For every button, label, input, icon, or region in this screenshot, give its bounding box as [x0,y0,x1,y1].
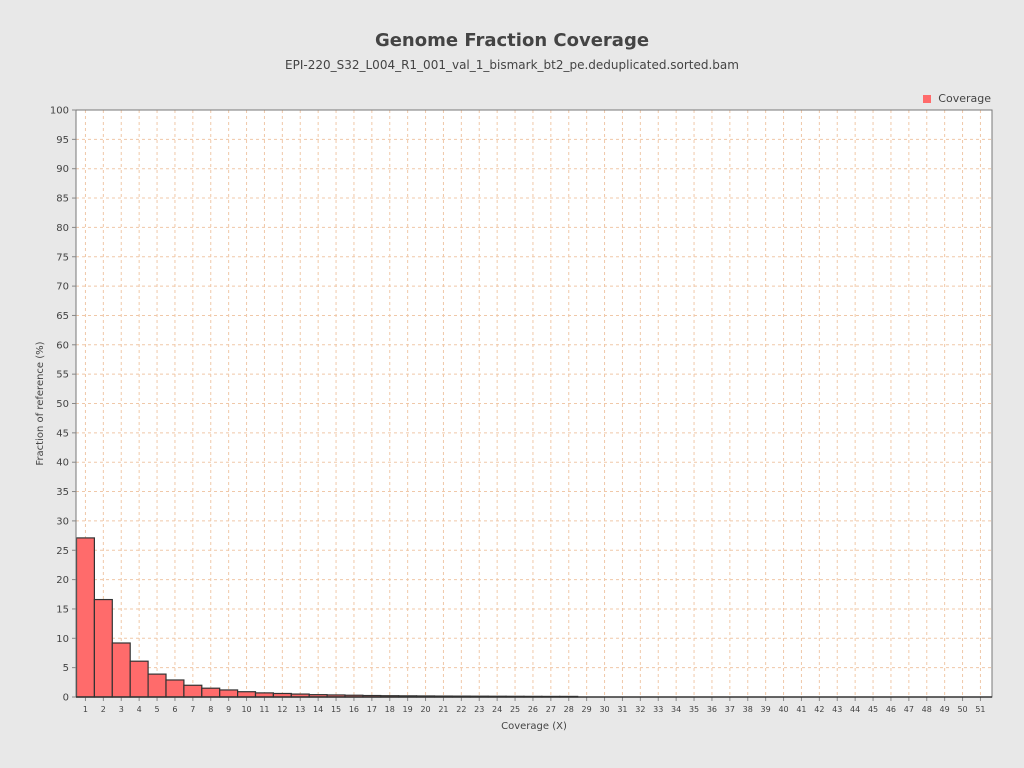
x-tick-label: 21 [438,705,448,714]
x-tick-label: 20 [420,705,430,714]
x-tick-label: 13 [295,705,305,714]
x-tick-label: 39 [761,705,771,714]
x-tick-label: 47 [904,705,914,714]
x-tick-label: 42 [814,705,824,714]
x-tick-label: 23 [474,705,484,714]
y-tick-label: 85 [56,194,69,205]
x-tick-label: 1 [83,705,88,714]
coverage-bar [129,660,149,698]
x-tick-label: 3 [119,705,124,714]
legend: Coverage [923,92,991,105]
grid-lines [76,109,992,697]
x-tick-label: 4 [137,705,142,714]
x-tick-label: 30 [599,705,609,714]
y-tick-label: 50 [56,399,69,410]
x-tick-label: 35 [689,705,699,714]
y-tick-label: 40 [56,458,69,469]
x-tick-label: 36 [707,705,717,714]
x-tick-label: 41 [796,705,806,714]
y-axis-ticks: 0 5 10 15 20 25 30 35 40 45 50 55 60 65 70 75 80 85 90 95 10… [50,106,76,704]
x-tick-label: 14 [313,705,323,714]
x-tick-label: 27 [546,705,556,714]
x-tick-label: 17 [367,705,377,714]
legend-swatch [923,94,932,103]
x-tick-label: 6 [172,705,177,714]
y-tick-label: 100 [50,106,69,117]
x-tick-label: 26 [528,705,538,714]
x-tick-label: 12 [277,705,287,714]
x-tick-label: 2 [101,705,106,714]
x-tick-label: 22 [456,705,466,714]
y-tick-label: 35 [56,487,69,498]
coverage-bar [165,679,185,698]
x-tick-label: 29 [582,705,592,714]
coverage-bar [183,684,203,698]
y-tick-label: 80 [56,223,69,234]
x-tick-label: 10 [241,705,251,714]
y-tick-label: 60 [56,340,69,351]
x-tick-label: 18 [385,705,395,714]
x-tick-label: 25 [510,705,520,714]
x-tick-label: 50 [957,705,967,714]
y-tick-label: 70 [56,282,69,293]
chart-title: Genome Fraction Coverage [374,30,650,51]
x-tick-label: 31 [617,705,627,714]
x-tick-label: 28 [564,705,574,714]
y-tick-label: 25 [56,546,69,557]
x-tick-label: 51 [975,705,985,714]
x-tick-label: 37 [725,705,735,714]
x-tick-label: 44 [850,705,860,714]
y-tick-label: 95 [56,135,69,146]
y-tick-label: 10 [56,634,69,645]
legend-label: Coverage [938,92,991,105]
y-tick-label: 75 [56,252,69,263]
x-tick-label: 11 [259,705,269,714]
y-tick-label: 65 [56,311,69,322]
x-tick-label: 32 [635,705,645,714]
coverage-bar [75,537,95,698]
x-axis-ticks: 1 2 3 4 5 6 7 8 9 10 11 12 13 14 15 16 17 18 19 20 21 22 23 24 2… [83,697,986,714]
x-tick-label: 48 [922,705,932,714]
x-tick-label: 24 [492,705,502,714]
x-tick-label: 45 [868,705,878,714]
y-tick-label: 30 [56,516,69,527]
x-tick-label: 7 [190,705,195,714]
x-axis-label: Coverage (X) [501,721,567,732]
x-tick-label: 49 [940,705,950,714]
x-tick-label: 33 [653,705,663,714]
y-tick-label: 55 [56,370,69,381]
coverage-bar [93,598,113,698]
x-tick-label: 8 [208,705,213,714]
x-tick-label: 16 [349,705,359,714]
coverage-bar [219,689,239,698]
x-tick-label: 9 [226,705,231,714]
coverage-bar [111,642,131,698]
coverage-bar [147,673,167,698]
y-tick-label: 5 [63,663,69,674]
coverage-bar [201,687,221,698]
x-tick-label: 46 [886,705,896,714]
x-tick-label: 5 [155,705,160,714]
x-tick-label: 40 [778,705,788,714]
y-tick-label: 15 [56,604,69,615]
coverage-bar [237,691,257,698]
chart-subtitle: EPI-220_S32_L004_R1_001_val_1_bismark_bt… [285,58,739,72]
y-tick-label: 90 [56,164,69,175]
x-tick-label: 19 [403,705,413,714]
x-tick-label: 38 [743,705,753,714]
y-tick-label: 0 [63,693,69,704]
x-tick-label: 43 [832,705,842,714]
y-axis-label: Fraction of reference (%) [35,341,46,465]
x-tick-label: 15 [331,705,341,714]
y-tick-label: 20 [56,575,69,586]
y-tick-label: 45 [56,428,69,439]
x-tick-label: 34 [671,705,681,714]
